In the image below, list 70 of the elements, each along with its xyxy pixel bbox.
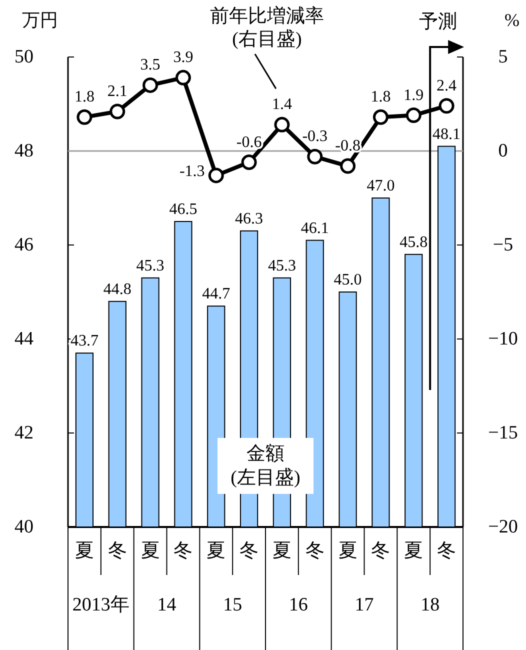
text: 16	[288, 594, 308, 616]
y-axis-title: 万円	[22, 10, 58, 30]
data-label: 3.5	[140, 56, 160, 74]
x-tick-label: 冬	[240, 540, 259, 562]
point	[76, 109, 92, 125]
data-label: 44.8	[103, 280, 132, 298]
point	[307, 148, 323, 164]
point	[406, 108, 422, 124]
x-tick-label: 冬	[371, 540, 390, 562]
text: 2013年	[72, 594, 130, 616]
data-label: -0.6	[236, 134, 262, 151]
x-tick-label: 夏	[140, 540, 160, 562]
data-label: 48.1	[432, 126, 461, 143]
data-label: 45.3	[268, 257, 296, 274]
data-label: 44.7	[202, 286, 230, 303]
y-tick-label: 40	[14, 516, 34, 538]
y2-tick-label: −5	[492, 234, 514, 256]
x-tick-label: 冬	[305, 540, 324, 562]
point	[208, 168, 224, 184]
y-tick-label: 48	[14, 140, 34, 162]
x-tick-label: 夏	[272, 540, 292, 562]
x-tick-label: 夏	[74, 540, 94, 562]
y-tick-label: 46	[14, 234, 34, 256]
data-label: 3.9	[173, 49, 194, 66]
data-label: 1.4	[272, 96, 292, 114]
y-tick-label: 42	[14, 422, 34, 444]
x-tick-label: 夏	[206, 540, 226, 562]
y2-tick-label: 5	[498, 46, 508, 68]
text: 予測	[419, 12, 458, 32]
point	[372, 109, 388, 125]
data-label: 2.1	[107, 83, 128, 100]
data-label: 47.0	[366, 178, 395, 194]
point	[340, 158, 356, 174]
text: 18	[420, 594, 440, 616]
text: 15	[223, 594, 242, 616]
data-label: 1.8	[370, 88, 391, 106]
data-label: 45.8	[400, 234, 428, 251]
point	[274, 116, 290, 132]
y2-axis-title: %	[504, 10, 520, 30]
y2-tick-label: −20	[488, 516, 518, 538]
y2-tick-label: −15	[488, 422, 518, 444]
point	[110, 104, 126, 120]
data-label: 46.1	[300, 220, 329, 237]
series-label: 金額 (左目盛)	[230, 443, 300, 488]
data-label: 46.5	[169, 201, 198, 218]
x-tick-label: 夏	[404, 540, 424, 562]
data-label: -1.3	[179, 162, 205, 180]
data-label: -0.3	[302, 128, 328, 146]
data-label: 45.0	[334, 272, 362, 288]
y2-tick-label: −10	[488, 328, 518, 350]
point	[175, 70, 191, 86]
data-label: 2.4	[436, 77, 457, 94]
y2-tick-label: 0	[498, 140, 508, 162]
point	[241, 154, 257, 170]
y-tick-label: 44	[14, 328, 34, 350]
x-tick-label: 冬	[437, 540, 456, 562]
text: 14	[157, 594, 177, 616]
x-tick-label: 冬	[174, 540, 193, 562]
data-label: 46.3	[235, 210, 264, 228]
point	[142, 77, 158, 93]
data-label: 43.7	[70, 332, 98, 350]
data-label: 45.3	[136, 257, 164, 274]
series-label: 前年比増減率 (右目盛)	[210, 5, 324, 50]
data-label: 1.8	[74, 88, 94, 106]
data-label: 1.9	[404, 86, 424, 104]
x-tick-label: 冬	[108, 540, 127, 562]
x-tick-label: 夏	[338, 540, 358, 562]
y-tick-label: 50	[14, 46, 34, 68]
point	[438, 98, 454, 114]
text: 17	[354, 594, 374, 616]
